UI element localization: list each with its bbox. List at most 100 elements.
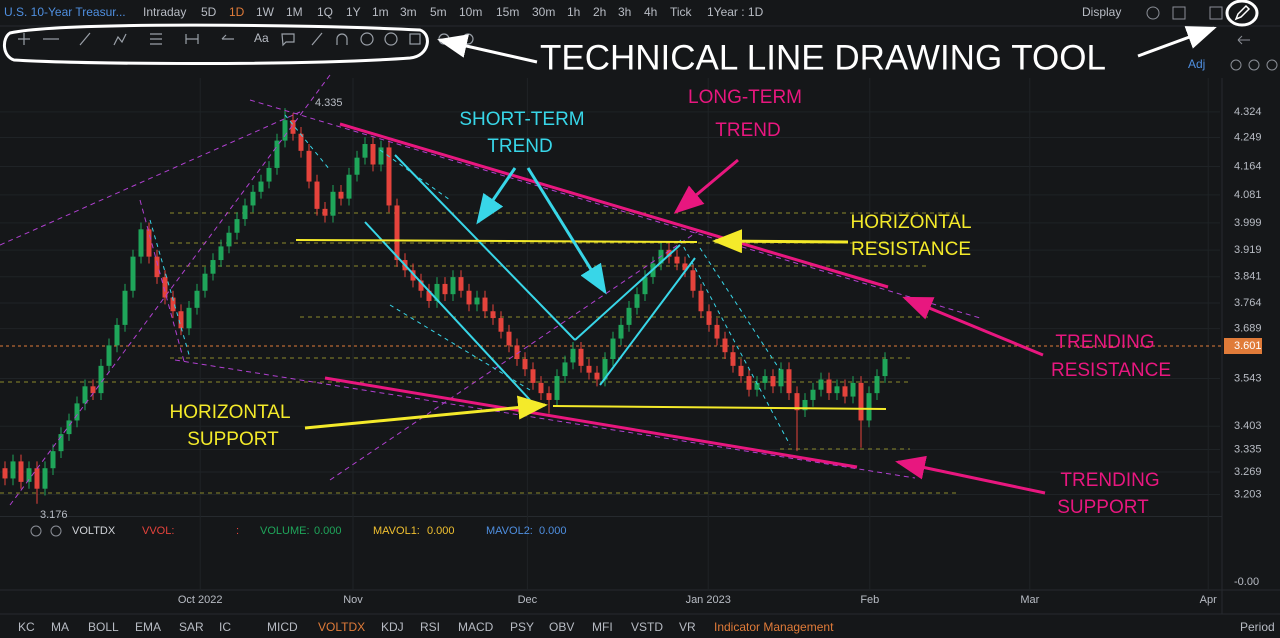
indicator-tab[interactable]: VSTD [631,620,663,634]
highlight-circle [1225,0,1259,27]
candle-body [218,246,224,261]
candle-body [442,283,448,295]
annotation: RESISTANCE [1051,360,1171,381]
y-tick-label: 4.324 [1234,106,1262,118]
indicator-tab[interactable]: EMA [135,620,161,634]
text-tool[interactable]: Aa [254,31,269,45]
interval-button[interactable]: 3m [400,5,417,19]
candle-body [178,311,184,329]
adj-button[interactable]: Adj [1188,57,1205,71]
candle-body [354,157,360,175]
candle-body [618,324,624,339]
horizontal-levels [0,212,960,494]
interval-button[interactable]: 30m [532,5,555,19]
interval-button[interactable]: 1Q [317,5,333,19]
last-price-box [1224,338,1262,354]
candle-body [826,379,832,394]
range-select[interactable]: 1Year : 1D [707,5,764,19]
interval-button[interactable]: 3h [618,5,631,19]
camera-icon[interactable] [1209,6,1223,20]
indicator-tab[interactable]: KDJ [381,620,404,634]
interval-button[interactable]: 10m [459,5,482,19]
annotation: LONG-TERM [688,87,802,108]
candle-body [370,144,376,165]
indicator-tab[interactable]: PSY [510,620,534,634]
candle-body [242,205,248,220]
candle-body [466,290,472,305]
candle-body [2,468,8,479]
candle-body [138,229,144,257]
candle-body [834,386,840,394]
settings-icon[interactable] [30,525,42,537]
interval-button[interactable]: 1h [567,5,580,19]
candle-body [770,376,776,387]
interval-button[interactable]: 2h [593,5,606,19]
candle-body [274,140,280,168]
interval-button[interactable]: 5m [430,5,447,19]
candle-body [666,249,672,257]
indicator-tab[interactable]: RSI [420,620,440,634]
annotation: TREND [715,120,780,141]
indicator-tab[interactable]: IC [219,620,231,634]
candle-body [122,290,128,325]
candle-body [586,365,592,373]
indicator-tab[interactable]: VR [679,620,696,634]
candle-body [58,434,64,452]
candle-body [322,208,328,216]
candle-body [210,260,216,274]
last-price: 3.601 [1234,340,1262,352]
candle-body [330,191,336,216]
candle-body [10,461,16,479]
interval-button[interactable]: 15m [496,5,519,19]
y-tick-label: 3.543 [1234,372,1262,384]
interval-button[interactable]: 5D [201,5,217,19]
candle-body [562,362,568,377]
display-button[interactable]: Display [1082,5,1121,19]
candle-body [42,468,48,489]
interval-button[interactable]: Intraday [143,5,186,19]
candle-body [602,359,608,380]
candle-body [626,307,632,325]
candle-body [306,150,312,182]
pencil-icon[interactable] [1234,4,1251,21]
indicator-tab[interactable]: MA [51,620,69,634]
undo-icon[interactable] [1237,35,1250,45]
indicator-tab[interactable]: KC [18,620,35,634]
interval-button[interactable]: 1Y [346,5,361,19]
interval-button[interactable]: 1W [256,5,275,19]
interval-button[interactable]: Tick [670,5,693,19]
candle-body [610,338,616,360]
candle-body [98,365,104,394]
y-tick-label: 3.335 [1234,443,1262,455]
indicator-tab[interactable]: MACD [458,620,494,634]
candle-body [202,273,208,291]
annotation: TRENDING [1060,470,1159,491]
interval-button[interactable]: 4h [644,5,657,19]
candle-body [482,297,488,312]
y-tick-label: 4.164 [1234,160,1262,172]
layout-icon[interactable] [1172,6,1186,20]
highlight-ellipse [3,23,429,65]
interval-button[interactable]: 1D [229,5,245,19]
symbol[interactable]: U.S. 10-Year Treasur... [4,5,126,19]
close-icon[interactable] [50,525,62,537]
x-tick-label: Feb [860,594,879,606]
indicator-tab[interactable]: BOLL [88,620,119,634]
indicator-tab[interactable]: Indicator Management [714,620,834,634]
indicator-tab[interactable]: SAR [179,620,204,634]
indicator-tab[interactable]: VOLTDX [318,620,365,634]
indicator-tab[interactable]: OBV [549,620,574,634]
indicator-name[interactable]: VOLTDX [72,525,116,537]
indicator-tab[interactable]: MICD [267,620,298,634]
period-button[interactable]: Period [1240,620,1275,634]
indicator-tab[interactable]: MFI [592,620,613,634]
settings-icon[interactable] [1146,6,1160,20]
candle-body [746,376,752,390]
candle-body [882,359,888,377]
candle-body [570,348,576,363]
interval-button[interactable]: 1m [372,5,389,19]
zoom-icons[interactable] [1230,59,1278,71]
x-tick-label: Apr [1200,594,1217,606]
interval-button[interactable]: 1M [286,5,303,19]
